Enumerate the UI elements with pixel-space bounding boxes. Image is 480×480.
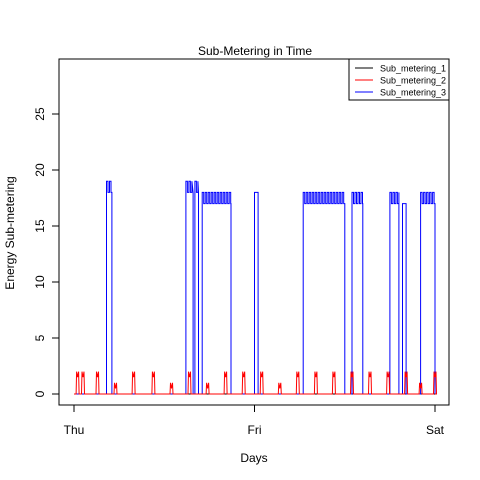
y-axis-label: Energy Sub-metering bbox=[3, 176, 17, 289]
legend: Sub_metering_1 Sub_metering_2 Sub_metering… bbox=[348, 58, 450, 101]
legend-label: Sub_metering_1 bbox=[380, 64, 446, 74]
x-axis-label: Days bbox=[240, 451, 267, 465]
y-tick-label: 0 bbox=[33, 390, 47, 397]
y-tick-label: 15 bbox=[33, 219, 47, 233]
legend-label: Sub_metering_3 bbox=[380, 88, 446, 98]
y-tick-label: 20 bbox=[33, 163, 47, 177]
y-tick-label: 25 bbox=[33, 107, 47, 121]
plot-area bbox=[74, 180, 438, 395]
chart-title: Sub-Metering in Time bbox=[198, 44, 312, 58]
series-line-sub-metering-2 bbox=[74, 371, 438, 395]
y-axis: 0 5 10 15 20 25 bbox=[33, 107, 60, 397]
x-tick-label: Fri bbox=[248, 423, 262, 437]
legend-label: Sub_metering_2 bbox=[380, 76, 446, 86]
x-tick-label: Sat bbox=[426, 423, 445, 437]
x-tick-label: Thu bbox=[64, 423, 85, 437]
x-axis: Thu Fri Sat bbox=[64, 404, 445, 437]
y-tick-label: 10 bbox=[33, 275, 47, 289]
series-line-sub-metering-3 bbox=[74, 180, 436, 395]
y-tick-label: 5 bbox=[33, 334, 47, 341]
